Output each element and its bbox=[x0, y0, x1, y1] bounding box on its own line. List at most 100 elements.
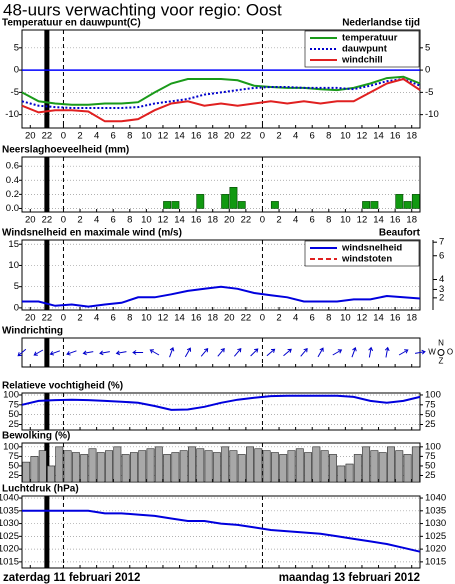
compass-label: Z bbox=[439, 357, 444, 366]
y-tick-label: 10 bbox=[8, 260, 19, 271]
bar bbox=[270, 201, 279, 209]
x-tick-label: 16 bbox=[390, 215, 401, 226]
wind-arrow bbox=[115, 350, 127, 356]
bar bbox=[353, 454, 362, 483]
bar bbox=[320, 450, 329, 483]
y2-tick-label: 2 bbox=[439, 292, 444, 303]
wind-arrow bbox=[49, 350, 61, 356]
x-tick-label: 14 bbox=[174, 313, 185, 324]
bar bbox=[337, 465, 346, 483]
y-tick-label: 50 bbox=[8, 460, 19, 471]
start-date: zaterdag 11 februari 2012 bbox=[3, 572, 140, 584]
wind-arrow bbox=[384, 346, 390, 358]
y-tick-label-right: 1040 bbox=[425, 493, 446, 504]
x-tick-label: 12 bbox=[357, 313, 368, 324]
bar bbox=[221, 446, 230, 483]
x-tick-label: 20 bbox=[224, 215, 235, 226]
x-tick-label: 2 bbox=[77, 215, 82, 226]
legend-label: windstoten bbox=[341, 254, 392, 265]
x-tick-label: 8 bbox=[326, 131, 331, 142]
bar bbox=[395, 194, 404, 209]
bar bbox=[179, 450, 188, 483]
bar bbox=[287, 450, 296, 483]
bar bbox=[403, 201, 412, 209]
now-marker bbox=[44, 496, 50, 568]
y2-tick-label: 6 bbox=[439, 250, 444, 261]
bar bbox=[328, 454, 337, 483]
y-tick-label-right: 25 bbox=[425, 470, 436, 481]
y-tick-label-right: 25 bbox=[425, 419, 436, 430]
bar bbox=[229, 187, 238, 209]
wind-arrow bbox=[217, 347, 225, 357]
bar bbox=[171, 201, 180, 209]
panel-title: Windrichting bbox=[2, 326, 63, 337]
y-tick-label-right: -5 bbox=[425, 87, 433, 98]
now-marker bbox=[44, 443, 50, 482]
bar bbox=[22, 461, 31, 483]
x-tick-label: 4 bbox=[293, 215, 298, 226]
wind-arrow bbox=[317, 347, 324, 358]
x-tick-label: 18 bbox=[406, 131, 417, 142]
y2-tick-label: 3 bbox=[439, 284, 444, 295]
x-tick-label: 18 bbox=[207, 131, 218, 142]
wind-arrow bbox=[149, 349, 160, 356]
x-tick-label: 22 bbox=[241, 313, 252, 324]
x-tick-label: 10 bbox=[141, 131, 152, 142]
bar bbox=[362, 201, 371, 209]
x-tick-label: 14 bbox=[174, 131, 185, 142]
compass-label: W bbox=[428, 348, 436, 357]
x-tick-label: 14 bbox=[373, 131, 384, 142]
bar bbox=[96, 452, 105, 483]
y2-tick-label: 7 bbox=[439, 237, 444, 248]
bar bbox=[129, 452, 138, 483]
wind-arrow bbox=[66, 350, 77, 356]
x-tick-label: 8 bbox=[326, 313, 331, 324]
now-marker bbox=[44, 393, 50, 430]
y-tick-label: 1030 bbox=[0, 518, 19, 529]
x-tick-label: 22 bbox=[241, 215, 252, 226]
panel-frame bbox=[21, 495, 421, 569]
x-tick-label: 20 bbox=[25, 313, 36, 324]
y-tick-label-right: 100 bbox=[425, 389, 441, 400]
y-tick-label: 75 bbox=[8, 451, 19, 462]
x-tick-label: 14 bbox=[174, 215, 185, 226]
y-tick-label: 1015 bbox=[0, 556, 19, 567]
x-tick-label: 18 bbox=[207, 313, 218, 324]
y-tick-label-right: 50 bbox=[425, 460, 436, 471]
wind-arrow bbox=[17, 348, 27, 357]
y-tick-label-right: 50 bbox=[425, 409, 436, 420]
y-tick-label-right: 1025 bbox=[425, 531, 446, 542]
legend-label: temperatuur bbox=[342, 33, 398, 44]
x-tick-label: 2 bbox=[77, 131, 82, 142]
wind-arrow bbox=[233, 347, 242, 357]
x-tick-label: 22 bbox=[42, 131, 53, 142]
x-tick-label: 6 bbox=[310, 215, 315, 226]
y2-tick-label: 4 bbox=[439, 274, 444, 285]
x-tick-label: 16 bbox=[390, 313, 401, 324]
now-marker bbox=[44, 30, 50, 128]
y-tick-label: 5 bbox=[14, 281, 19, 292]
bar bbox=[387, 446, 395, 483]
y-tick-label-right: 75 bbox=[425, 451, 436, 462]
x-tick-label: 12 bbox=[357, 131, 368, 142]
bar bbox=[279, 454, 288, 483]
panel-title: Luchtdruk (hPa) bbox=[2, 484, 79, 495]
bar bbox=[30, 456, 39, 483]
x-tick-label: 6 bbox=[310, 131, 315, 142]
y-tick-label-right: 1030 bbox=[425, 518, 446, 529]
data-line bbox=[21, 394, 421, 411]
bar bbox=[345, 463, 354, 483]
bar bbox=[163, 201, 172, 209]
panel-title: Windsnelheid en maximale wind (m/s) bbox=[2, 228, 182, 239]
x-tick-label: 8 bbox=[127, 131, 132, 142]
x-tick-label: 2 bbox=[276, 131, 281, 142]
bar bbox=[362, 446, 371, 483]
x-tick-label: 4 bbox=[293, 313, 298, 324]
x-tick-label: 6 bbox=[310, 313, 315, 324]
x-tick-label: 4 bbox=[94, 215, 99, 226]
wind-arrow bbox=[33, 349, 44, 356]
bar bbox=[63, 450, 72, 483]
now-marker bbox=[44, 240, 50, 310]
x-tick-label: 12 bbox=[158, 313, 169, 324]
